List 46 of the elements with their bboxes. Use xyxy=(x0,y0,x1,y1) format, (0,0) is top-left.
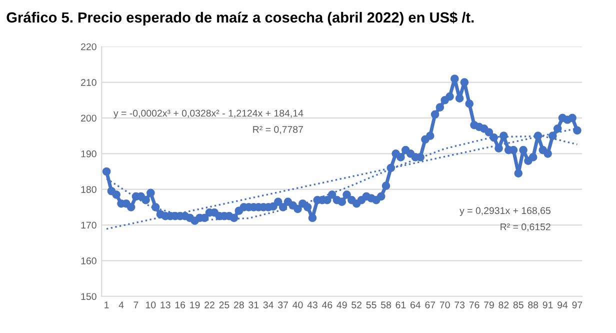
x-tick-label: 10 xyxy=(146,301,156,308)
x-tick-label: 73 xyxy=(454,301,465,308)
x-tick-label: 4 xyxy=(118,302,124,308)
annotation: R² = 0,6152 xyxy=(500,223,550,232)
x-tick-label: 28 xyxy=(234,301,244,308)
y-tick-label: 180 xyxy=(81,186,96,193)
y-tick-label: 190 xyxy=(81,150,96,158)
x-tick-label: 55 xyxy=(366,302,376,308)
x-tick-label: 97 xyxy=(572,301,582,308)
x-tick-label: 79 xyxy=(484,301,494,308)
x-tick-label: 34 xyxy=(263,301,274,308)
x-tick-label: 94 xyxy=(558,301,568,308)
y-tick-label: 160 xyxy=(81,257,96,264)
x-tick-label: 91 xyxy=(542,301,553,308)
annotation: y = 0,2931x + 168,65 xyxy=(460,207,550,216)
x-tick-label: 1 xyxy=(104,302,109,308)
x-tick-label: 40 xyxy=(292,301,303,308)
x-tick-label: 19 xyxy=(190,301,200,308)
x-tick-label: 37 xyxy=(278,301,288,308)
x-tick-label: 7 xyxy=(134,302,138,308)
y-tick-label: 200 xyxy=(81,114,96,122)
y-tick-label: 220 xyxy=(81,43,96,50)
x-tick-label: 49 xyxy=(336,301,347,308)
y-tick-label: 170 xyxy=(81,222,96,229)
x-tick-label: 25 xyxy=(219,301,230,308)
x-tick-label: 52 xyxy=(352,301,362,308)
x-tick-label: 46 xyxy=(322,301,332,308)
x-tick-label: 13 xyxy=(160,301,170,308)
y-tick-label: 150 xyxy=(81,293,96,300)
x-tick-label: 43 xyxy=(307,301,318,308)
chart-title: Gráfico 5. Precio esperado de maíz a cosecha (abril 2022) en US$ /t. xyxy=(6,12,474,26)
x-tick-label: 67 xyxy=(425,301,436,308)
x-tick-label: 58 xyxy=(380,301,391,308)
x-tick-label: 16 xyxy=(175,301,186,308)
x-tick-label: 61 xyxy=(396,301,406,308)
y-tick-label: 210 xyxy=(81,79,96,86)
x-tick-label: 22 xyxy=(204,301,214,308)
x-tick-label: 64 xyxy=(410,301,421,308)
x-tick-label: 31 xyxy=(248,301,259,308)
annotation: y = -0,0002x³ + 0,0328x² - 1,2124x + 184,14 xyxy=(113,110,304,119)
x-tick-label: 85 xyxy=(513,301,524,308)
x-tick-label: 76 xyxy=(469,301,480,308)
x-tick-label: 70 xyxy=(440,301,450,308)
x-tick-label: 82 xyxy=(498,301,509,308)
annotation: R² = 0,7787 xyxy=(253,126,303,134)
x-tick-label: 88 xyxy=(528,301,538,308)
